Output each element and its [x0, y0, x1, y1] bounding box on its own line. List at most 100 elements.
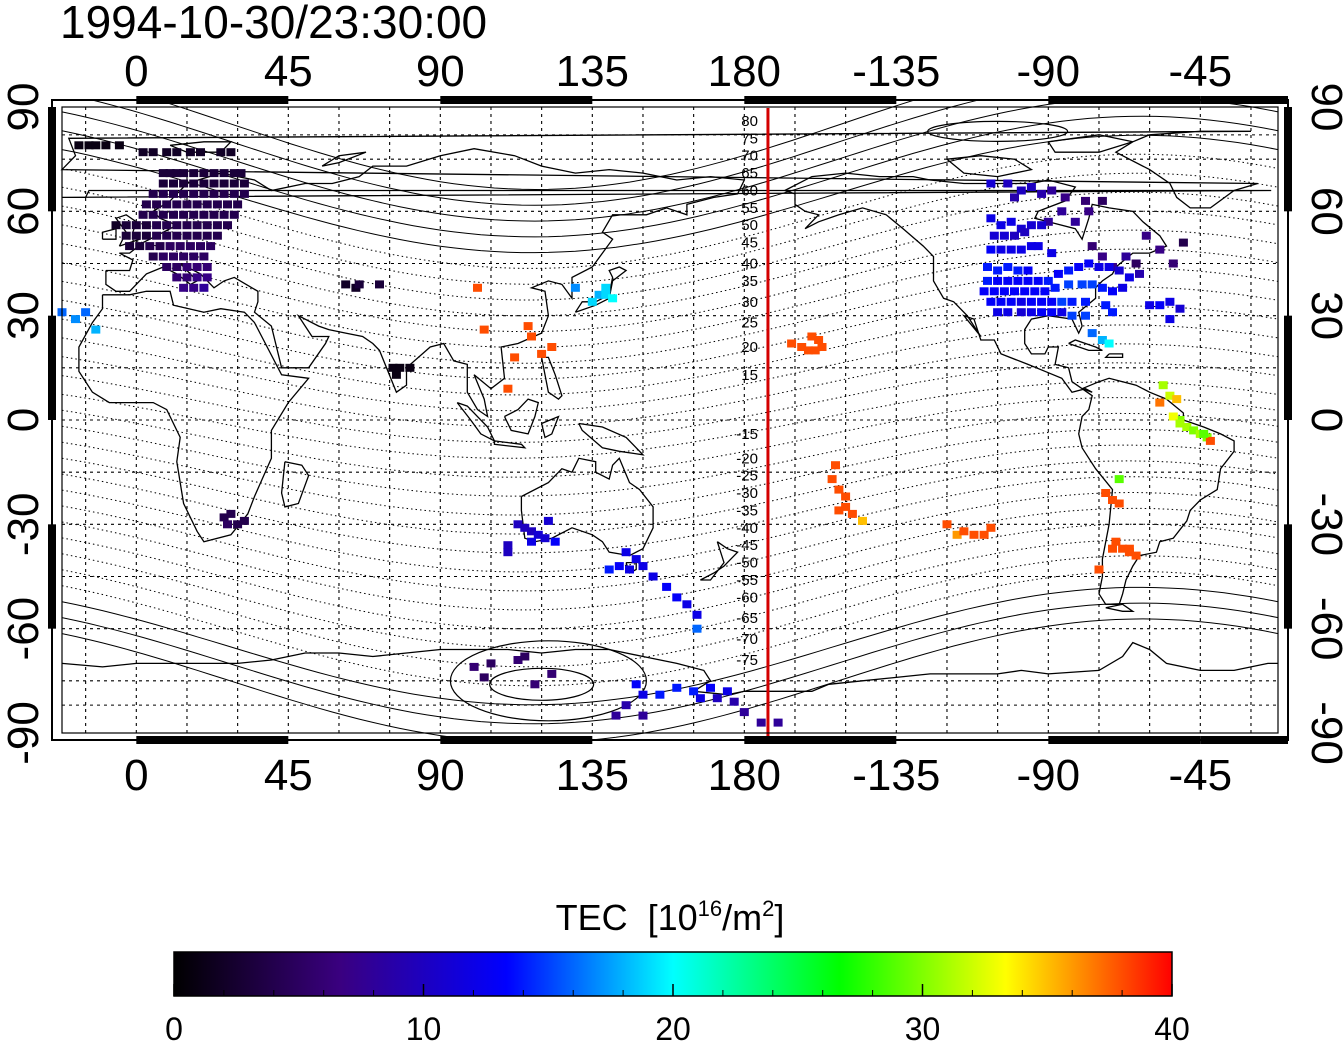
tec-point — [993, 308, 1003, 317]
tec-point — [601, 283, 611, 292]
frame-bar-segment — [136, 736, 289, 744]
tec-point — [638, 711, 648, 720]
tec-point — [226, 148, 236, 157]
tec-point — [1003, 276, 1013, 285]
contour-label: 75 — [741, 130, 758, 147]
tec-point — [158, 169, 168, 178]
tec-point — [189, 169, 199, 178]
tec-point — [638, 562, 648, 571]
y-tick-label-left: -30 — [0, 493, 48, 557]
tec-point — [1006, 217, 1016, 226]
tec-point — [158, 252, 168, 261]
tec-point — [1064, 266, 1074, 275]
tec-point — [1013, 276, 1023, 285]
tec-point — [138, 148, 148, 157]
tec-point — [219, 169, 229, 178]
colorbar-title: TEC [1016/m2] — [556, 896, 785, 938]
tec-point — [223, 221, 232, 230]
y-tick-label-left: 60 — [0, 187, 48, 236]
tec-point — [1094, 263, 1104, 271]
frame-bar-segment — [136, 96, 289, 104]
tec-point — [1108, 496, 1117, 504]
colorbar-tick-label: 30 — [905, 1011, 941, 1047]
contour-label: 60 — [741, 182, 758, 199]
tec-point — [834, 485, 844, 494]
tec-point — [537, 349, 547, 358]
tec-point — [787, 339, 797, 348]
tec-point — [672, 593, 682, 602]
tec-point — [223, 200, 232, 209]
frame-bar-segment — [1200, 96, 1288, 104]
tec-point — [1010, 231, 1019, 240]
tec-point — [209, 210, 219, 219]
tec-point — [229, 179, 239, 188]
tec-point — [479, 325, 489, 334]
tec-point — [1108, 287, 1117, 296]
tec-point — [1057, 297, 1067, 306]
contour-line — [61, 412, 1279, 497]
tec-point — [814, 336, 824, 344]
tec-point — [162, 231, 172, 240]
tec-point — [773, 718, 783, 727]
tec-point — [182, 221, 192, 230]
tec-point — [169, 189, 178, 198]
tec-point — [229, 210, 239, 219]
colorbar-ticks: 0 10 20 30 40 — [165, 984, 1190, 1047]
tec-point — [165, 169, 175, 178]
tec-point — [182, 231, 192, 240]
tec-point — [1165, 391, 1175, 400]
tec-point — [1108, 544, 1117, 553]
frame-bar-segment — [48, 315, 56, 420]
tec-point — [91, 325, 101, 334]
tec-point — [1124, 273, 1134, 282]
tec-point — [1047, 249, 1057, 258]
tec-point — [341, 280, 351, 289]
tec-point — [189, 179, 199, 188]
contour-label: -70 — [736, 631, 758, 648]
tec-point — [1026, 308, 1036, 317]
tec-point — [1101, 301, 1111, 310]
tec-point — [1030, 287, 1040, 296]
tec-point — [1111, 537, 1121, 546]
tec-point — [999, 287, 1009, 296]
tec-point — [125, 242, 135, 251]
tec-point — [131, 221, 141, 230]
tec-point — [1026, 183, 1036, 191]
tec-point — [391, 370, 401, 379]
tec-point — [172, 231, 182, 240]
contour-label: 65 — [741, 165, 758, 182]
tec-point — [847, 509, 857, 518]
frame-scale-bars — [48, 96, 1292, 744]
axis-tick-labels: 0045459090135135180180-135-135-90-90-45-… — [0, 47, 1344, 800]
coastline-path — [1047, 134, 1133, 153]
tec-point — [172, 273, 182, 282]
tec-point — [996, 297, 1006, 306]
tec-point — [1023, 266, 1033, 275]
coastline-path — [1068, 339, 1103, 352]
tec-point — [527, 537, 536, 546]
frame-bar-segment — [1200, 736, 1288, 744]
tec-point — [1067, 297, 1077, 306]
tec-point — [1178, 238, 1188, 247]
tec-point — [952, 530, 962, 539]
tec-point — [999, 231, 1009, 240]
tec-point — [148, 189, 158, 198]
tec-point — [162, 148, 172, 157]
tec-point — [655, 690, 665, 699]
tec-point — [540, 534, 550, 543]
tec-point — [185, 148, 195, 157]
contour-line — [61, 539, 1279, 649]
y-tick-label-right: 0 — [1302, 408, 1344, 432]
tec-point — [1084, 207, 1094, 216]
tec-point — [469, 662, 479, 671]
tec-point — [503, 541, 513, 550]
frame-bar-segment — [440, 96, 593, 104]
coastlines — [60, 130, 1278, 696]
tec-point — [236, 169, 246, 178]
tec-point — [1158, 381, 1168, 390]
colorbar-tick-label: 10 — [406, 1011, 442, 1047]
tec-point — [138, 210, 148, 219]
tec-point — [1053, 269, 1063, 278]
tec-point — [185, 242, 195, 251]
